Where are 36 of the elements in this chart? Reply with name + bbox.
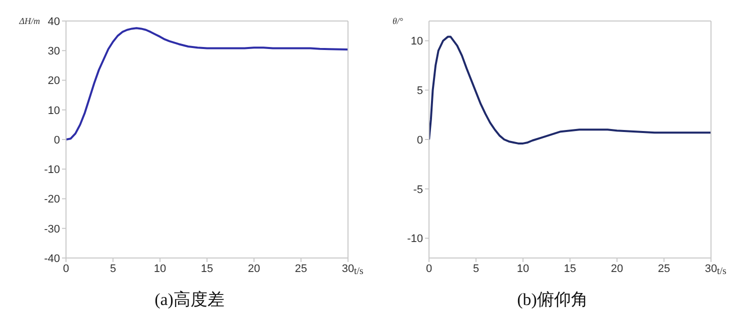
x-tick-label: 0 xyxy=(62,262,70,275)
line-series xyxy=(66,27,348,140)
y-tick-label: 40 xyxy=(48,16,60,28)
x-tick-label: 30 xyxy=(704,262,718,275)
y-tick-label: 30 xyxy=(48,46,60,58)
x-axis-title: t/s xyxy=(717,266,727,277)
x-tick-label: 25 xyxy=(658,262,670,275)
y-tick-label: 10 xyxy=(410,36,423,48)
y-tick-label: 0 xyxy=(416,134,423,146)
y-tick-label: -30 xyxy=(44,223,60,236)
y-tick-label: 0 xyxy=(54,134,60,146)
y-tick-label: -10 xyxy=(407,233,423,246)
line-series xyxy=(429,36,711,144)
y-tick-label: -40 xyxy=(44,252,60,265)
x-tick-label: 15 xyxy=(564,262,576,275)
y-tick-label: 20 xyxy=(48,75,60,88)
y-tick-label: -20 xyxy=(44,194,60,206)
y-tick-label: -10 xyxy=(44,164,60,176)
x-tick-label: 25 xyxy=(294,262,308,275)
text: (a)高度差 xyxy=(154,289,226,311)
y-tick-label: -5 xyxy=(413,184,423,196)
x-tick-label: 30 xyxy=(342,262,354,275)
x-tick-label: 5 xyxy=(110,262,116,275)
x-tick-label: 20 xyxy=(248,262,260,275)
x-tick-label: 10 xyxy=(516,262,530,275)
x-tick-label: 5 xyxy=(472,262,480,275)
x-tick-label: 10 xyxy=(154,262,166,275)
x-tick-label: 0 xyxy=(426,262,432,275)
x-axis-title: t/s xyxy=(354,266,364,277)
x-tick-label: 20 xyxy=(610,262,624,275)
y-tick-label: 10 xyxy=(48,104,60,117)
y-tick-label: 5 xyxy=(416,85,423,98)
y-axis-title: ΔH/m xyxy=(18,16,40,26)
y-axis-title: θ/° xyxy=(392,16,404,26)
text: (b)俯仰角 xyxy=(516,289,589,311)
x-tick-label: 15 xyxy=(200,262,214,275)
